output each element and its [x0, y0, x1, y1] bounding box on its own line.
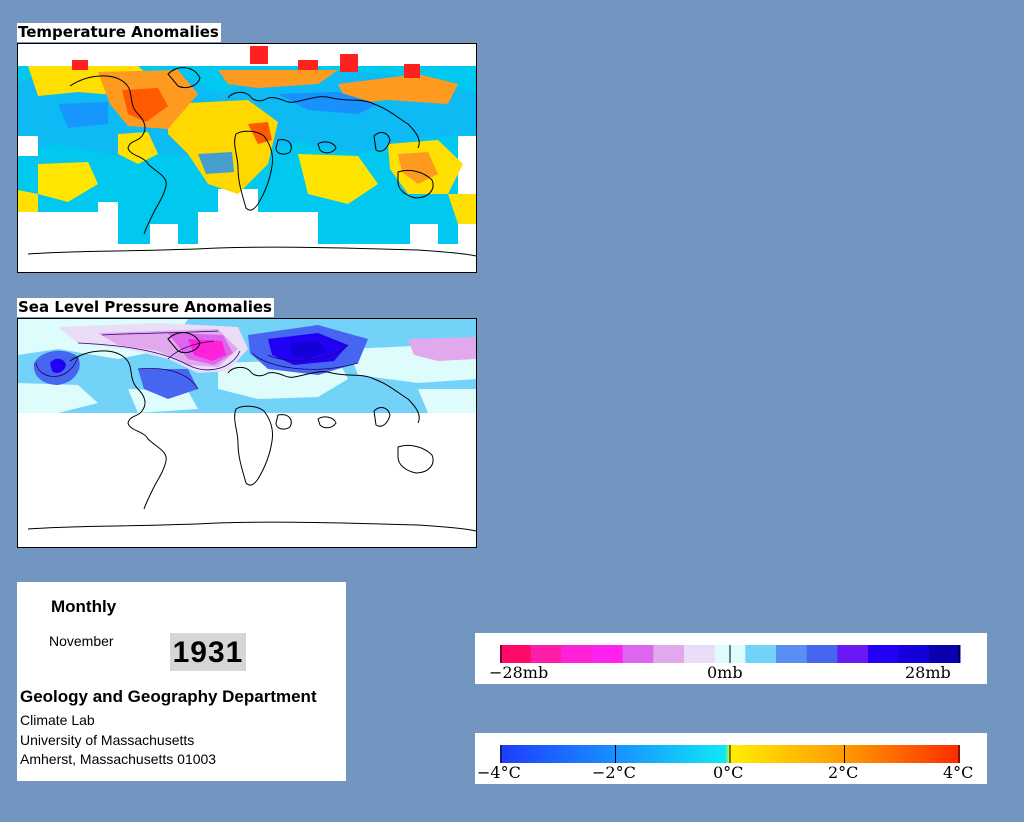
pressure-swatch [837, 645, 869, 663]
temperature-legend: −4°C −2°C 0°C 2°C 4°C [475, 733, 987, 784]
address-line: Amherst, Massachusetts 01003 [20, 751, 217, 767]
lab-name: Climate Lab [20, 712, 95, 728]
year-display: 1931 [170, 633, 246, 671]
department-name: Geology and Geography Department [20, 687, 317, 706]
temperature-map-title: Temperature Anomalies [17, 23, 221, 42]
university-name: University of Massachusetts [20, 732, 195, 748]
month-label: November [49, 633, 114, 649]
pressure-swatch [530, 645, 562, 663]
pressure-swatch [898, 645, 930, 663]
pressure-swatch [806, 645, 838, 663]
pressure-swatch [929, 645, 961, 663]
pressure-swatch [622, 645, 654, 663]
pressure-swatch [776, 645, 808, 663]
pressure-legend: −28mb 0mb 28mb [475, 633, 987, 684]
pressure-tick-label: 0mb [707, 663, 743, 682]
pressure-anomaly-map [17, 318, 477, 548]
pressure-swatch [561, 645, 593, 663]
pressure-swatch [500, 645, 532, 663]
temperature-anomaly-map [17, 43, 477, 273]
pressure-swatch [592, 645, 624, 663]
temperature-tick-label: 4°C [943, 763, 973, 782]
pressure-swatch [745, 645, 777, 663]
pressure-tick-label: 28mb [905, 663, 951, 682]
pressure-swatch [684, 645, 716, 663]
info-panel: Monthly November 1931 Geology and Geogra… [17, 582, 346, 781]
temperature-tick-label: 2°C [828, 763, 858, 782]
period-label: Monthly [51, 597, 117, 616]
temperature-tick-label: −4°C [477, 763, 521, 782]
pressure-tick-label: −28mb [489, 663, 548, 682]
temperature-tick-label: 0°C [713, 763, 743, 782]
temperature-tick-label: −2°C [592, 763, 636, 782]
pressure-swatch [653, 645, 685, 663]
pressure-swatch [868, 645, 900, 663]
pressure-map-title: Sea Level Pressure Anomalies [17, 298, 274, 317]
